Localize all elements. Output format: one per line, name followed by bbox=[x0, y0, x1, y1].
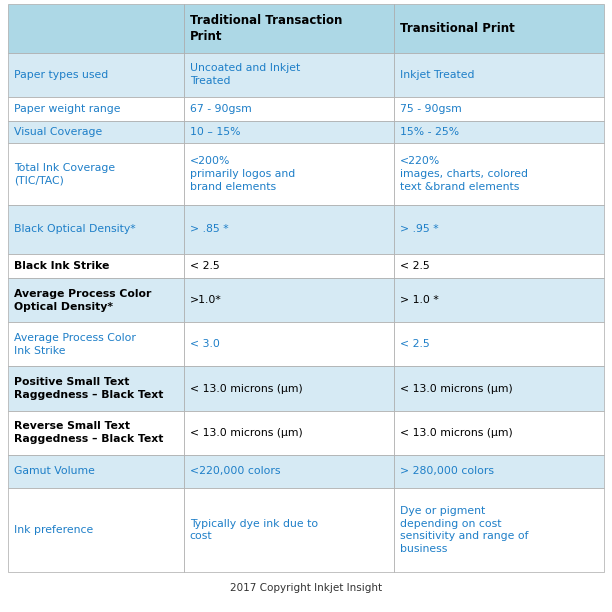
Text: Reverse Small Text
Raggedness – Black Text: Reverse Small Text Raggedness – Black Te… bbox=[14, 422, 163, 444]
Text: Dye or pigment
depending on cost
sensitivity and range of
business: Dye or pigment depending on cost sensiti… bbox=[400, 506, 528, 554]
Bar bbox=[8, 488, 184, 572]
Bar bbox=[8, 254, 184, 278]
Bar bbox=[184, 4, 394, 53]
Bar bbox=[184, 143, 394, 205]
Text: Visual Coverage: Visual Coverage bbox=[14, 127, 102, 137]
Bar bbox=[8, 205, 184, 254]
Text: Transitional Print: Transitional Print bbox=[400, 22, 514, 35]
Text: < 3.0: < 3.0 bbox=[190, 340, 220, 349]
Bar bbox=[8, 367, 184, 411]
Text: < 2.5: < 2.5 bbox=[400, 340, 430, 349]
Bar bbox=[184, 278, 394, 323]
Text: 15% - 25%: 15% - 25% bbox=[400, 127, 459, 137]
Text: Average Process Color
Ink Strike: Average Process Color Ink Strike bbox=[14, 333, 136, 356]
Bar bbox=[8, 121, 184, 143]
Text: Average Process Color
Optical Density*: Average Process Color Optical Density* bbox=[14, 289, 151, 312]
Bar bbox=[394, 254, 604, 278]
Text: Ink preference: Ink preference bbox=[14, 525, 93, 535]
Bar bbox=[394, 367, 604, 411]
Bar bbox=[184, 367, 394, 411]
Bar bbox=[184, 53, 394, 97]
Text: < 13.0 microns (μm): < 13.0 microns (μm) bbox=[400, 428, 512, 438]
Text: Paper weight range: Paper weight range bbox=[14, 104, 121, 114]
Bar bbox=[8, 97, 184, 121]
Bar bbox=[394, 488, 604, 572]
Text: Uncoated and Inkjet
Treated: Uncoated and Inkjet Treated bbox=[190, 63, 300, 86]
Bar bbox=[394, 411, 604, 455]
Bar bbox=[394, 97, 604, 121]
Bar bbox=[394, 143, 604, 205]
Text: Gamut Volume: Gamut Volume bbox=[14, 466, 95, 476]
Bar bbox=[8, 323, 184, 367]
Bar bbox=[184, 323, 394, 367]
Bar bbox=[394, 323, 604, 367]
Bar bbox=[8, 53, 184, 97]
Text: <220,000 colors: <220,000 colors bbox=[190, 466, 280, 476]
Bar bbox=[394, 121, 604, 143]
Bar bbox=[184, 411, 394, 455]
Text: > 1.0 *: > 1.0 * bbox=[400, 295, 438, 305]
Text: Black Ink Strike: Black Ink Strike bbox=[14, 261, 110, 271]
Bar bbox=[394, 53, 604, 97]
Bar bbox=[184, 205, 394, 254]
Bar bbox=[184, 488, 394, 572]
Bar bbox=[184, 97, 394, 121]
Text: 67 - 90gsm: 67 - 90gsm bbox=[190, 104, 252, 114]
Bar bbox=[8, 4, 184, 53]
Text: < 13.0 microns (μm): < 13.0 microns (μm) bbox=[190, 428, 302, 438]
Text: < 2.5: < 2.5 bbox=[190, 261, 220, 271]
Text: Positive Small Text
Raggedness – Black Text: Positive Small Text Raggedness – Black T… bbox=[14, 377, 163, 400]
Text: Traditional Transaction
Print: Traditional Transaction Print bbox=[190, 13, 342, 43]
Text: 2017 Copyright Inkjet Insight: 2017 Copyright Inkjet Insight bbox=[230, 583, 382, 593]
Text: Total Ink Coverage
(TIC/TAC): Total Ink Coverage (TIC/TAC) bbox=[14, 163, 115, 185]
Bar bbox=[394, 4, 604, 53]
Text: Inkjet Treated: Inkjet Treated bbox=[400, 70, 474, 80]
Text: 10 – 15%: 10 – 15% bbox=[190, 127, 241, 137]
Text: Paper types used: Paper types used bbox=[14, 70, 108, 80]
Text: <200%
primarily logos and
brand elements: <200% primarily logos and brand elements bbox=[190, 157, 295, 192]
Text: Typically dye ink due to
cost: Typically dye ink due to cost bbox=[190, 518, 318, 542]
Text: <220%
images, charts, colored
text &brand elements: <220% images, charts, colored text &bran… bbox=[400, 157, 528, 192]
Bar bbox=[8, 143, 184, 205]
Text: Black Optical Density*: Black Optical Density* bbox=[14, 225, 136, 234]
Text: >1.0*: >1.0* bbox=[190, 295, 222, 305]
Text: > .95 *: > .95 * bbox=[400, 225, 438, 234]
Text: < 13.0 microns (μm): < 13.0 microns (μm) bbox=[400, 384, 512, 394]
Bar bbox=[184, 121, 394, 143]
Text: < 13.0 microns (μm): < 13.0 microns (μm) bbox=[190, 384, 302, 394]
Text: > .85 *: > .85 * bbox=[190, 225, 228, 234]
Text: > 280,000 colors: > 280,000 colors bbox=[400, 466, 494, 476]
Bar bbox=[184, 254, 394, 278]
Text: 75 - 90gsm: 75 - 90gsm bbox=[400, 104, 461, 114]
Bar bbox=[394, 455, 604, 488]
Bar bbox=[8, 278, 184, 323]
Bar bbox=[8, 411, 184, 455]
Bar bbox=[184, 455, 394, 488]
Bar bbox=[8, 455, 184, 488]
Bar bbox=[394, 278, 604, 323]
Bar bbox=[394, 205, 604, 254]
Text: < 2.5: < 2.5 bbox=[400, 261, 430, 271]
